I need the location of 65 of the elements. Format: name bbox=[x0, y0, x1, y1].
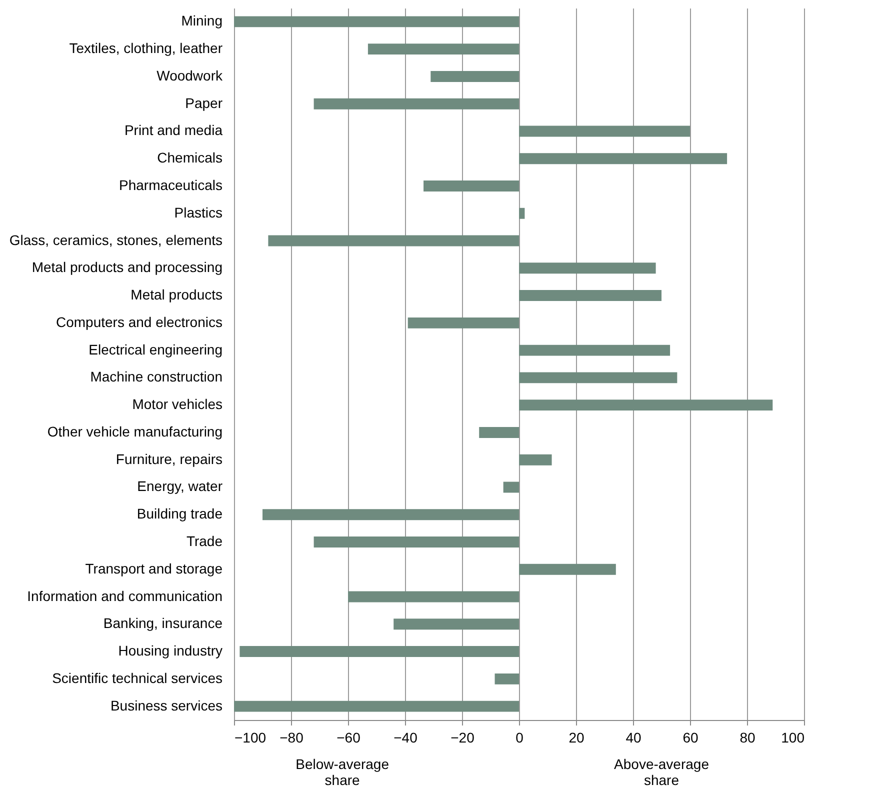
bar bbox=[519, 290, 662, 302]
x-tick-label: −100 bbox=[234, 730, 266, 746]
y-tick-label: Scientific technical services bbox=[52, 670, 222, 686]
bar bbox=[479, 426, 519, 438]
y-tick-label: Energy, water bbox=[137, 478, 223, 494]
bar bbox=[519, 344, 670, 356]
y-tick-label: Computers and electronics bbox=[56, 314, 222, 330]
bar bbox=[494, 673, 519, 684]
x-tick-label: 60 bbox=[682, 730, 698, 746]
y-tick-label: Trade bbox=[186, 533, 223, 549]
bar bbox=[234, 700, 519, 712]
x-tick-label: −80 bbox=[280, 730, 304, 746]
bar bbox=[503, 482, 519, 493]
text: Above-average share bbox=[614, 756, 710, 788]
x-tick-label: 40 bbox=[626, 730, 642, 746]
y-tick-label: Furniture, repairs bbox=[116, 450, 222, 467]
y-tick-label: Mining bbox=[181, 12, 222, 29]
bar bbox=[519, 454, 552, 466]
y-tick-label: Pharmaceuticals bbox=[119, 177, 222, 193]
y-tick-label: Banking, insurance bbox=[103, 615, 223, 632]
y-tick-label: Chemicals bbox=[157, 150, 222, 166]
x-tick-label: −20 bbox=[450, 730, 475, 746]
y-tick-label: Print and media bbox=[124, 122, 223, 138]
bar bbox=[430, 70, 519, 82]
y-tick-label: Glass, ceramics, stones, elements bbox=[9, 232, 222, 248]
y-tick-label: Building trade bbox=[136, 506, 223, 522]
bar bbox=[314, 98, 519, 110]
bar bbox=[234, 16, 519, 28]
bar bbox=[519, 564, 616, 575]
y-tick-label: Paper bbox=[185, 94, 223, 111]
y-tick-label: Metal products bbox=[130, 286, 222, 303]
x-tick-label: 20 bbox=[568, 730, 584, 746]
bar bbox=[408, 317, 519, 328]
bar bbox=[519, 208, 525, 219]
y-tick-label: Motor vehicles bbox=[132, 396, 222, 412]
x-tick-label: −60 bbox=[336, 730, 361, 746]
bar bbox=[424, 180, 519, 192]
bar bbox=[519, 400, 773, 411]
bar bbox=[262, 509, 519, 520]
x-tick-label: 80 bbox=[740, 730, 756, 746]
y-tick-label: Electrical engineering bbox=[88, 341, 222, 358]
y-tick-label: Machine construction bbox=[90, 368, 222, 385]
x-tick-label: 100 bbox=[781, 730, 805, 746]
y-tick-label: Woodwork bbox=[156, 67, 224, 84]
y-tick-label: Transport and storage bbox=[85, 560, 223, 576]
y-tick-label: Metal products and processing bbox=[32, 259, 222, 276]
y-tick-label: Housing industry bbox=[118, 642, 222, 659]
x-tick-label: 0 bbox=[516, 730, 524, 746]
y-tick-label: Textiles, clothing, leather bbox=[69, 40, 223, 56]
bar bbox=[348, 591, 519, 602]
bar bbox=[519, 372, 678, 384]
bar bbox=[268, 235, 519, 246]
text: Below-average share bbox=[296, 756, 390, 788]
y-tick-label: Information and communication bbox=[27, 588, 222, 604]
bar bbox=[394, 618, 519, 630]
x-tick-label: −40 bbox=[394, 730, 418, 746]
y-tick-label: Business services bbox=[110, 697, 222, 714]
bar bbox=[519, 262, 656, 274]
y-tick-label: Other vehicle manufacturing bbox=[47, 423, 222, 440]
bar bbox=[519, 126, 690, 137]
bar bbox=[240, 646, 519, 658]
bar bbox=[314, 536, 519, 548]
y-tick-label: Plastics bbox=[174, 204, 222, 220]
bar bbox=[519, 153, 728, 164]
bar bbox=[368, 44, 519, 55]
